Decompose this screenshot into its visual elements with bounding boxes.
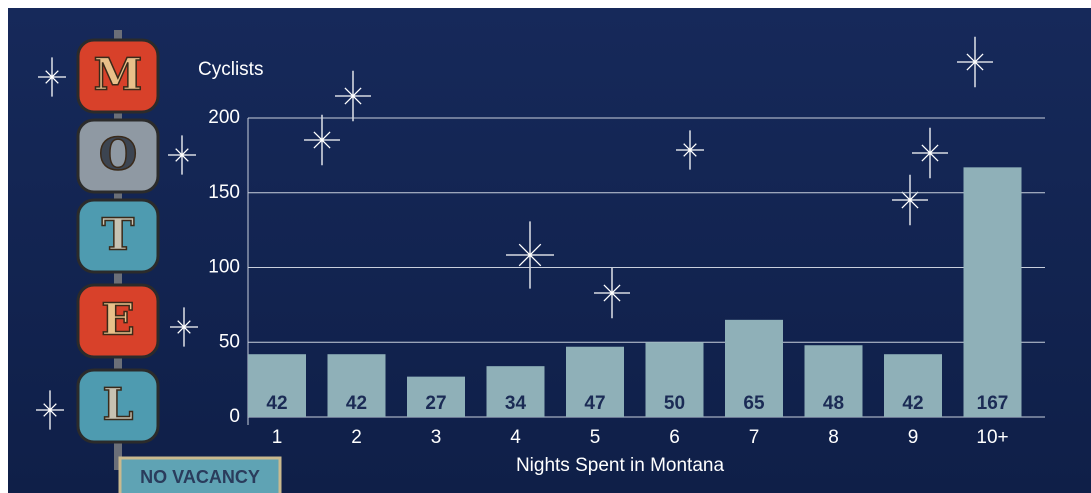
sparkle	[38, 57, 66, 97]
vacancy-panel	[118, 456, 282, 493]
sparkle	[957, 36, 993, 88]
x-tick-label: 5	[590, 427, 601, 448]
sign-letter: E	[101, 295, 135, 346]
sign-letter: T	[102, 210, 135, 261]
y-tick-label: 0	[229, 406, 240, 427]
sparkle	[335, 70, 371, 122]
value-label: 167	[977, 393, 1009, 414]
x-tick-label: 1	[272, 427, 283, 448]
bar	[725, 319, 783, 417]
sign-letter: L	[103, 380, 134, 431]
value-label: 34	[505, 393, 527, 414]
bar	[566, 346, 624, 417]
x-tick-label: 9	[908, 427, 919, 448]
value-label: 27	[425, 393, 446, 414]
y-tick-label: 200	[208, 107, 240, 128]
sparkle	[892, 174, 928, 226]
vacancy-text: NO VACANCY	[140, 467, 260, 487]
sparkle	[304, 114, 340, 166]
sign-panel	[76, 118, 160, 194]
sign-panel	[76, 38, 160, 114]
sign-panel	[76, 283, 160, 359]
sparkle	[912, 127, 948, 179]
sparkle	[36, 390, 64, 430]
x-tick-label: 10+	[976, 427, 1008, 448]
sparkle	[676, 130, 704, 170]
bar	[407, 376, 465, 417]
x-tick-label: 4	[510, 427, 521, 448]
bar	[804, 345, 863, 417]
sparkle	[594, 267, 630, 319]
value-label: 42	[266, 393, 287, 414]
x-tick-label: 8	[828, 427, 839, 448]
y-tick-label: 150	[208, 182, 240, 203]
bar	[486, 366, 545, 417]
x-tick-label: 7	[749, 427, 760, 448]
sparkle	[168, 135, 196, 175]
sign-panel	[76, 368, 160, 444]
value-label: 42	[346, 393, 367, 414]
bar	[963, 167, 1022, 417]
sign-letter: O	[99, 130, 137, 181]
bar	[645, 342, 704, 417]
y-tick-label: 50	[219, 331, 240, 352]
sparkles	[36, 36, 993, 430]
bar	[327, 354, 386, 417]
sign-panel	[76, 198, 160, 274]
y-axis-title: Cyclists	[198, 59, 263, 80]
x-tick-label: 6	[669, 427, 680, 448]
bar	[248, 354, 306, 417]
sign-letter: M	[94, 50, 143, 101]
x-tick-label: 3	[431, 427, 442, 448]
value-label: 47	[584, 393, 605, 414]
value-label: 42	[902, 393, 923, 414]
value-label: 50	[664, 393, 685, 414]
sparkle	[170, 307, 198, 347]
x-tick-label: 2	[351, 427, 362, 448]
sparkle	[506, 221, 554, 289]
bar	[884, 354, 942, 417]
background	[8, 8, 1091, 493]
value-label: 48	[823, 393, 844, 414]
x-axis-title: Nights Spent in Montana	[516, 455, 725, 476]
value-label: 65	[743, 393, 765, 414]
y-tick-label: 100	[208, 257, 240, 278]
